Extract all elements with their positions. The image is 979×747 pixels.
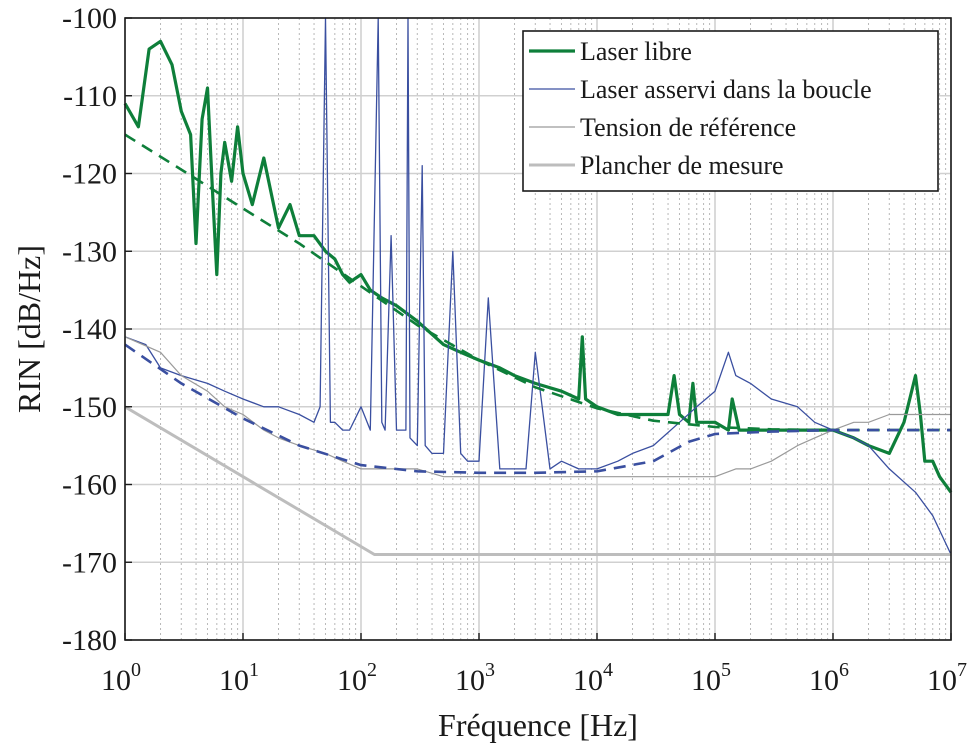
series-layer bbox=[123, 17, 953, 556]
y-tick-label: -150 bbox=[62, 391, 117, 424]
legend-label: Laser libre bbox=[580, 37, 692, 66]
legend-box bbox=[522, 30, 939, 192]
x-tick-base: 10 bbox=[691, 664, 721, 697]
legend-label: Laser asservi dans la boucle bbox=[580, 75, 872, 104]
y-tick-label: -170 bbox=[62, 546, 117, 579]
x-tick-label: 101 bbox=[219, 659, 259, 697]
y-tick-label: -100 bbox=[62, 2, 117, 35]
x-tick-exponent: 4 bbox=[603, 659, 613, 681]
x-tick-label: 106 bbox=[809, 659, 849, 697]
y-tick-label: -160 bbox=[62, 469, 117, 502]
x-axis-title: Fréquence [Hz] bbox=[438, 707, 638, 743]
y-tick-label: -110 bbox=[63, 80, 117, 113]
x-tick-base: 10 bbox=[337, 664, 367, 697]
x-tick-exponent: 0 bbox=[131, 659, 141, 681]
x-tick-exponent: 7 bbox=[957, 659, 967, 681]
x-tick-label: 104 bbox=[573, 659, 613, 697]
y-tick-label: -180 bbox=[62, 624, 117, 657]
x-tick-base: 10 bbox=[101, 664, 131, 697]
y-tick-labels: -100 -110 -120 -130 -140 -150 -160 -170 -180 bbox=[62, 2, 117, 657]
x-tick-labels: 100 101 102 103 104 105 106 107 bbox=[101, 659, 967, 697]
x-tick-base: 10 bbox=[927, 664, 957, 697]
axis-ticks bbox=[124, 17, 952, 641]
x-tick-label: 107 bbox=[927, 659, 967, 697]
y-tick-label: -140 bbox=[62, 313, 117, 346]
x-tick-base: 10 bbox=[809, 664, 839, 697]
fit-curve-5 bbox=[124, 343, 951, 475]
x-tick-label: 105 bbox=[691, 659, 731, 697]
x-tick-exponent: 1 bbox=[249, 659, 259, 681]
x-tick-base: 10 bbox=[573, 664, 603, 697]
legend-label: Plancher de mesure bbox=[580, 151, 784, 180]
x-tick-label: 102 bbox=[337, 659, 377, 697]
y-axis-title: RIN [dB/Hz] bbox=[11, 245, 47, 413]
x-tick-label: 103 bbox=[455, 659, 495, 697]
x-tick-exponent: 2 bbox=[367, 659, 377, 681]
x-tick-base: 10 bbox=[219, 664, 249, 697]
y-tick-label: -120 bbox=[62, 158, 117, 191]
legend: Laser libre Laser asservi dans la boucle T… bbox=[522, 30, 939, 192]
series-laser-libre bbox=[123, 39, 953, 494]
series-plancher-de-mesure bbox=[124, 405, 951, 556]
x-tick-base: 10 bbox=[455, 664, 485, 697]
x-tick-exponent: 3 bbox=[485, 659, 495, 681]
series-laser-asservi-dans-la-boucle bbox=[124, 17, 952, 555]
x-tick-label: 100 bbox=[101, 659, 141, 697]
x-tick-exponent: 6 bbox=[839, 659, 849, 681]
y-tick-label: -130 bbox=[62, 235, 117, 268]
legend-label: Tension de référence bbox=[580, 113, 796, 142]
x-tick-exponent: 5 bbox=[721, 659, 731, 681]
